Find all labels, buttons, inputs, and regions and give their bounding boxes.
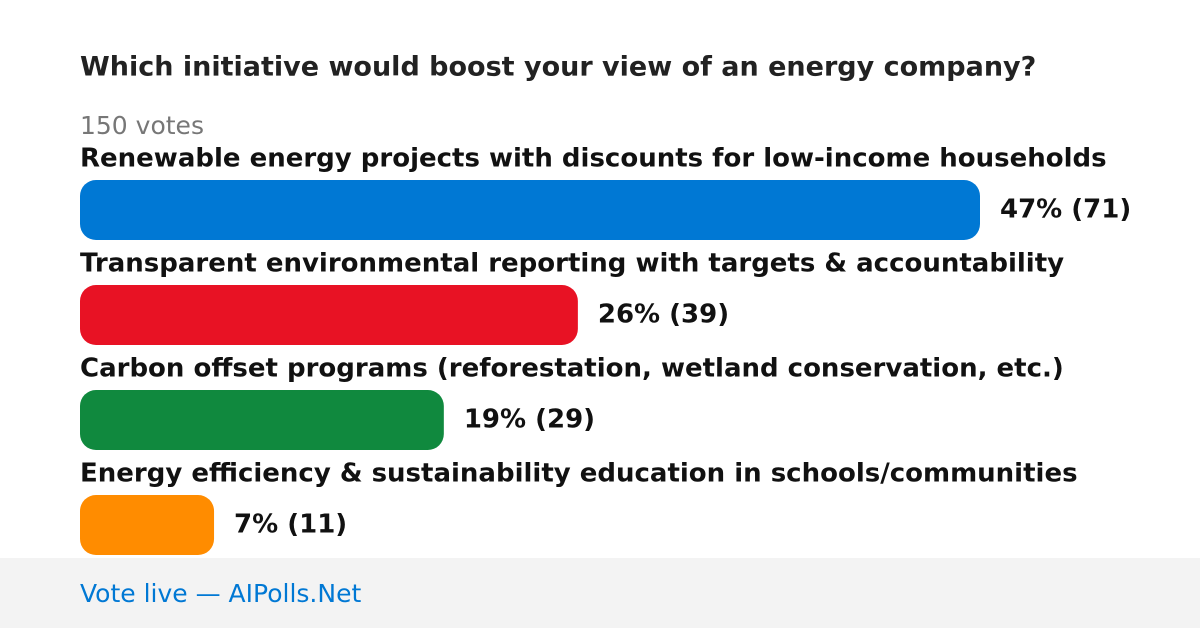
vote-count: 150 votes	[80, 111, 204, 140]
value-label: 26% (39)	[598, 300, 729, 330]
option-label: Carbon offset programs (reforestation, w…	[80, 354, 1064, 384]
chart-title: Which initiative would boost your view o…	[80, 52, 1036, 83]
option-label: Renewable energy projects with discounts…	[80, 144, 1107, 174]
bar	[80, 390, 444, 450]
value-label: 19% (29)	[464, 405, 595, 435]
option-label: Transparent environmental reporting with…	[80, 249, 1064, 279]
value-label: 7% (11)	[234, 510, 347, 540]
footer-band	[0, 558, 1200, 628]
value-label: 47% (71)	[1000, 195, 1131, 225]
bar	[80, 180, 980, 240]
bar	[80, 495, 215, 555]
option-label: Energy efficiency & sustainability educa…	[80, 459, 1078, 489]
bar	[80, 285, 578, 345]
footer-link[interactable]: Vote live — AIPolls.Net	[80, 579, 361, 608]
